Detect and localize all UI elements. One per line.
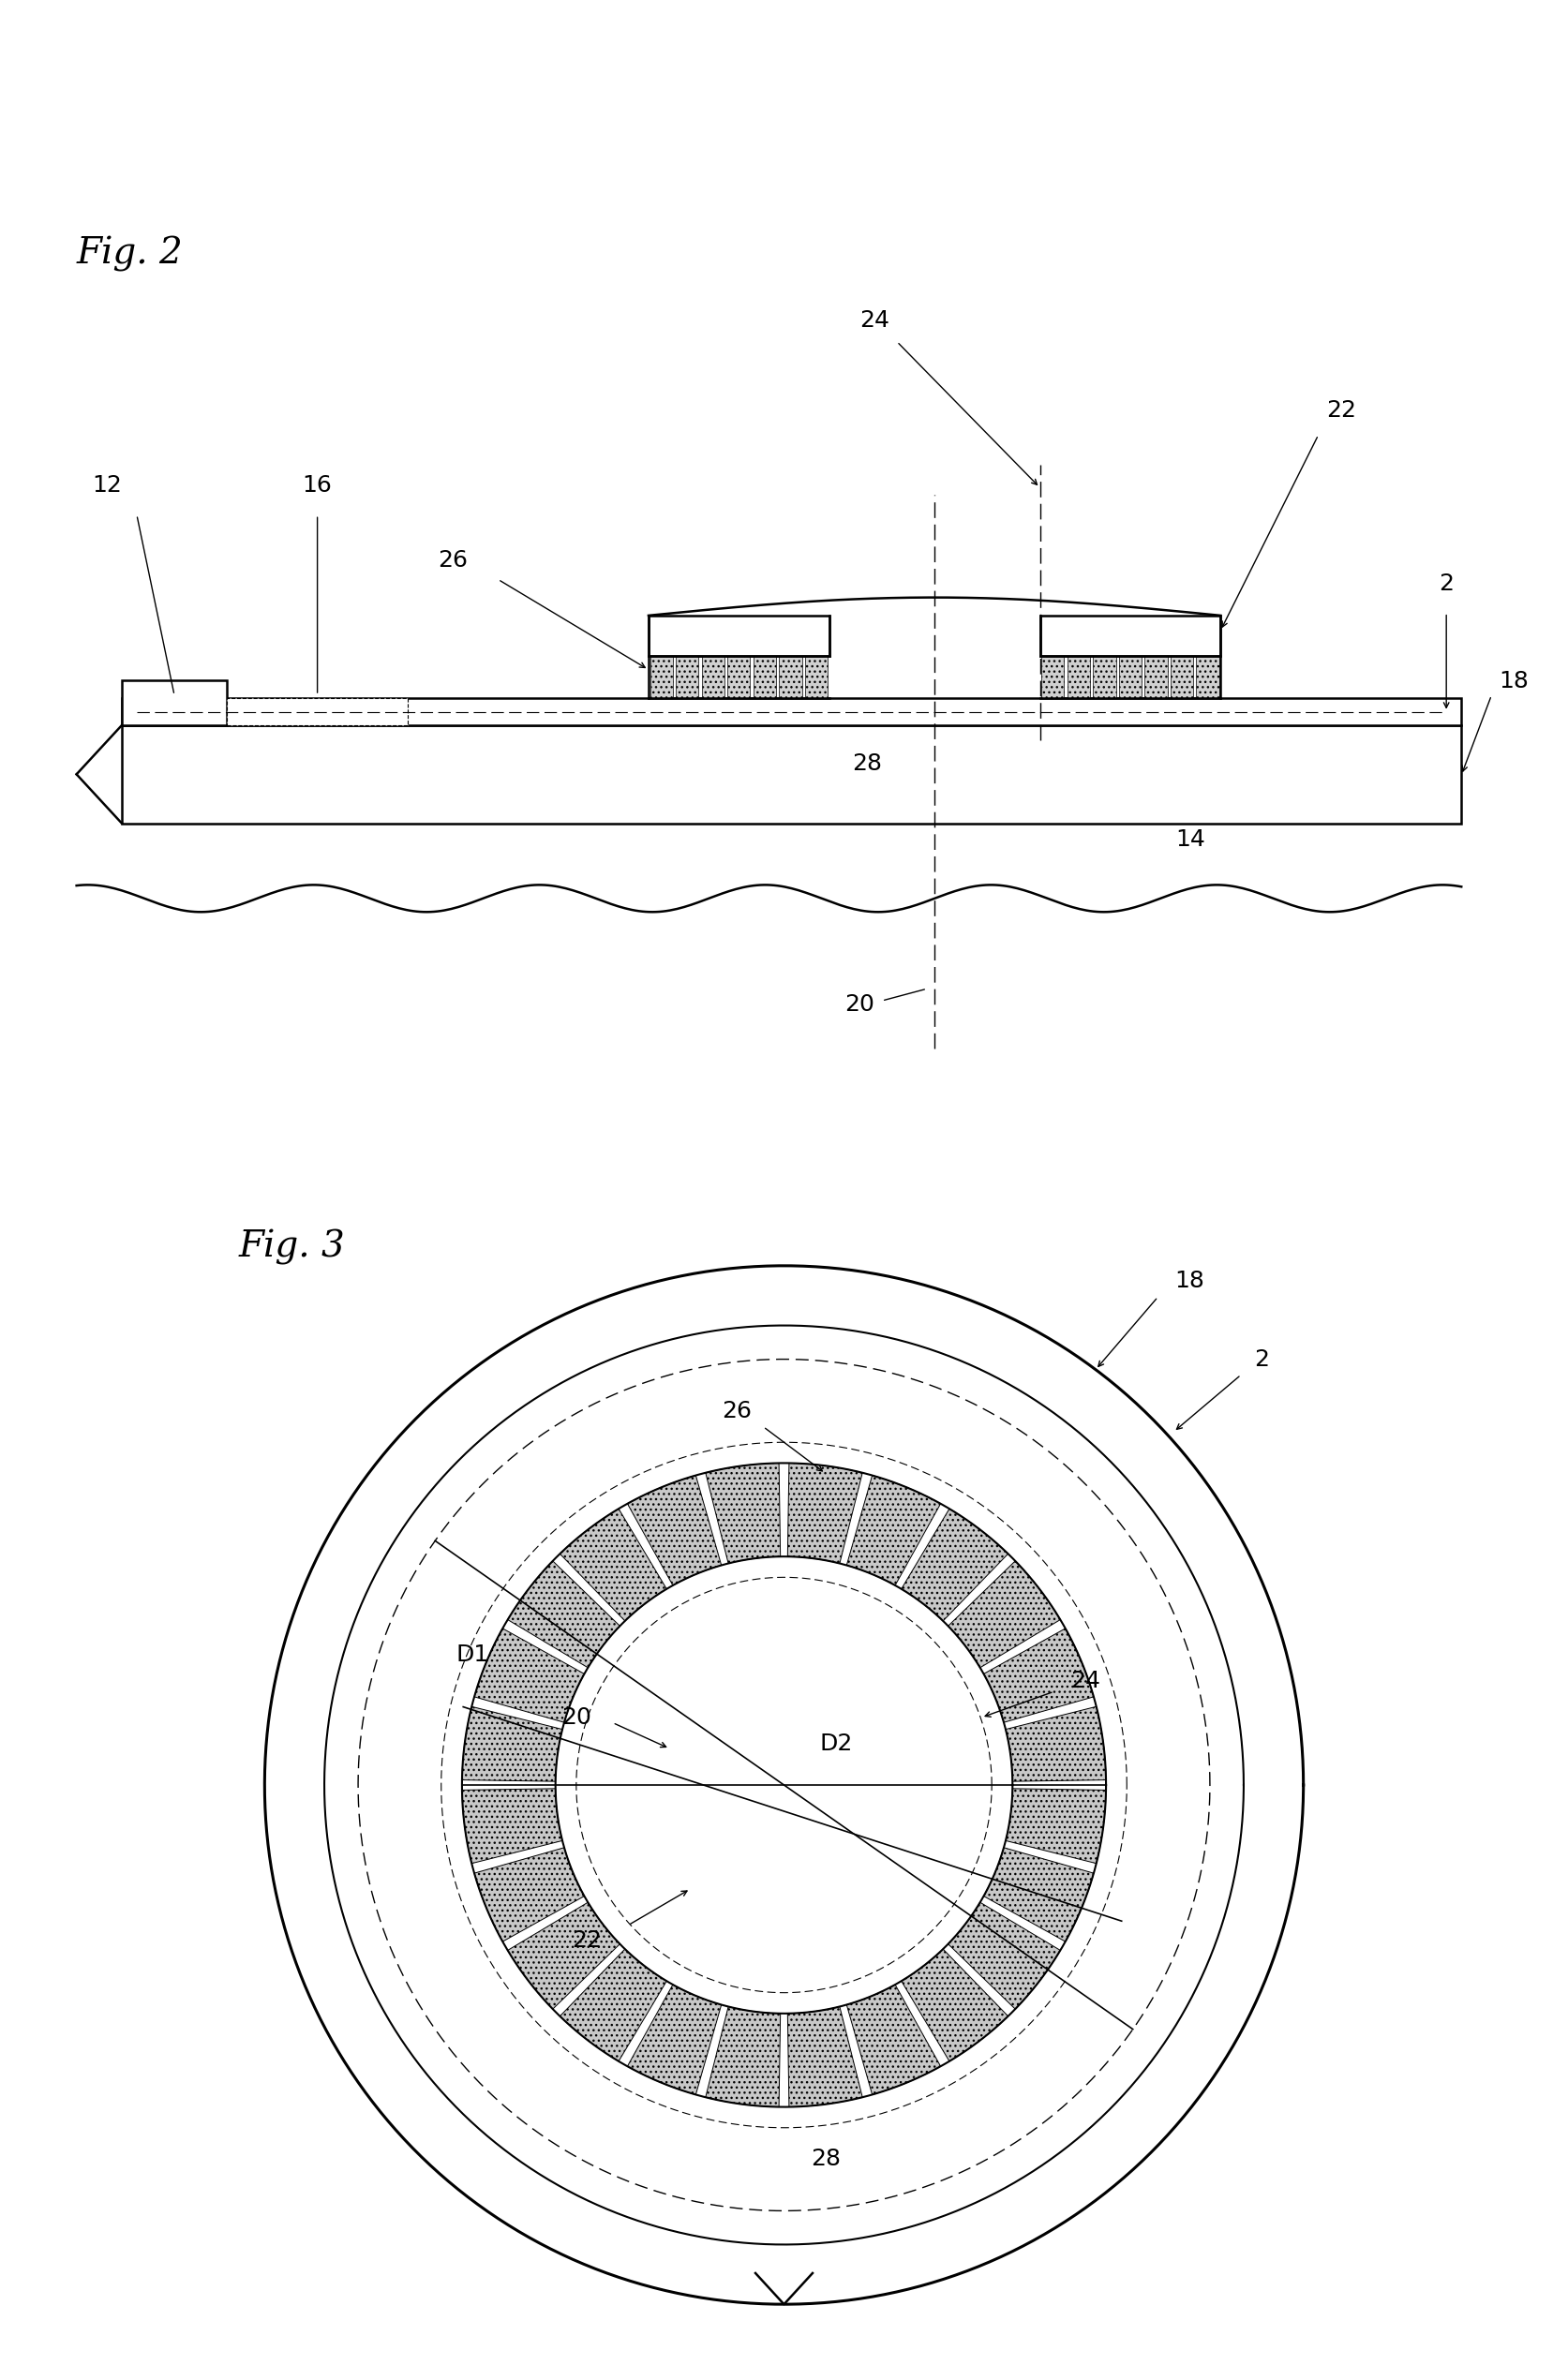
Bar bbox=[1120, 657, 1142, 697]
Bar bbox=[122, 681, 227, 726]
Polygon shape bbox=[560, 1949, 666, 2061]
Text: 22: 22 bbox=[1327, 400, 1356, 421]
Bar bbox=[1041, 657, 1065, 697]
Polygon shape bbox=[1005, 1790, 1105, 1864]
Polygon shape bbox=[787, 2006, 862, 2106]
Text: 28: 28 bbox=[811, 2147, 840, 2171]
Text: 20: 20 bbox=[561, 1706, 591, 1728]
Polygon shape bbox=[706, 1464, 781, 1564]
Text: Fig. 3: Fig. 3 bbox=[238, 1230, 345, 1266]
Polygon shape bbox=[902, 1949, 1008, 2061]
Text: 18: 18 bbox=[1499, 669, 1529, 693]
Bar bbox=[1170, 657, 1193, 697]
Text: 2: 2 bbox=[1254, 1347, 1270, 1371]
Text: 26: 26 bbox=[723, 1399, 753, 1423]
Polygon shape bbox=[847, 1476, 941, 1585]
Polygon shape bbox=[983, 1628, 1094, 1723]
Polygon shape bbox=[627, 1476, 721, 1585]
Bar bbox=[1145, 657, 1168, 697]
Polygon shape bbox=[474, 1847, 585, 1942]
Bar bbox=[728, 657, 750, 697]
Bar bbox=[701, 657, 724, 697]
Polygon shape bbox=[902, 1509, 1008, 1621]
Polygon shape bbox=[949, 1902, 1060, 2009]
Text: Fig. 2: Fig. 2 bbox=[77, 236, 183, 271]
Polygon shape bbox=[560, 1509, 666, 1621]
Polygon shape bbox=[847, 1985, 941, 2094]
Polygon shape bbox=[1005, 1706, 1105, 1780]
Text: 24: 24 bbox=[1071, 1671, 1101, 1692]
Bar bbox=[753, 657, 776, 697]
Bar bbox=[1196, 657, 1218, 697]
Polygon shape bbox=[627, 1985, 721, 2094]
Polygon shape bbox=[474, 1628, 585, 1723]
Polygon shape bbox=[508, 1902, 619, 2009]
Text: 24: 24 bbox=[859, 309, 889, 331]
Polygon shape bbox=[463, 1706, 563, 1780]
Bar bbox=[676, 657, 699, 697]
Polygon shape bbox=[463, 1790, 563, 1864]
Text: 22: 22 bbox=[572, 1930, 602, 1952]
Polygon shape bbox=[949, 1561, 1060, 1668]
Polygon shape bbox=[706, 2006, 781, 2106]
Bar bbox=[779, 657, 801, 697]
Text: 14: 14 bbox=[1176, 828, 1206, 850]
Text: 2: 2 bbox=[1439, 571, 1454, 595]
Polygon shape bbox=[508, 1561, 619, 1668]
Bar bbox=[1068, 657, 1090, 697]
Bar bbox=[1093, 657, 1116, 697]
Text: 28: 28 bbox=[851, 752, 881, 776]
Text: 26: 26 bbox=[437, 550, 467, 571]
Text: D1: D1 bbox=[456, 1645, 489, 1666]
Text: 12: 12 bbox=[91, 474, 122, 497]
Text: D2: D2 bbox=[820, 1733, 853, 1754]
Bar bbox=[122, 697, 1461, 726]
Text: 18: 18 bbox=[1174, 1271, 1204, 1292]
Polygon shape bbox=[122, 726, 1461, 823]
Bar bbox=[804, 657, 828, 697]
Bar bbox=[227, 697, 408, 726]
Bar bbox=[1040, 616, 1220, 657]
Text: 16: 16 bbox=[303, 474, 332, 497]
Bar bbox=[649, 616, 829, 657]
Bar bbox=[651, 657, 673, 697]
Polygon shape bbox=[983, 1847, 1094, 1942]
Text: 20: 20 bbox=[844, 992, 875, 1016]
Polygon shape bbox=[787, 1464, 862, 1564]
